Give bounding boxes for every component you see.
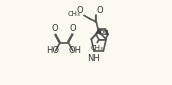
Text: OH: OH [69,46,82,55]
Text: O: O [77,6,84,15]
Text: Abg: Abg [96,29,110,35]
Text: HO: HO [47,46,60,55]
Text: O: O [70,24,77,33]
FancyBboxPatch shape [100,30,106,34]
Text: O: O [52,24,58,33]
Text: CH₃: CH₃ [91,45,104,51]
Text: CH₃: CH₃ [67,11,80,17]
Text: O: O [97,6,103,15]
Text: NH: NH [87,54,100,63]
